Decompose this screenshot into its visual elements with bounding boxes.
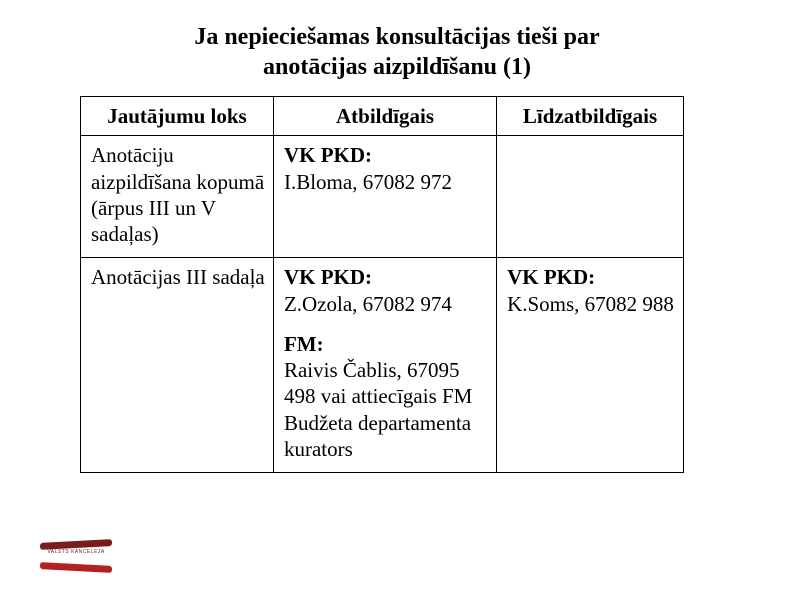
table-row: Anotāciju aizpildīšana kopumā (ārpus III…	[81, 136, 684, 258]
table-row: Anotācijas III sadaļa VK PKD: Z.Ozola, 6…	[81, 258, 684, 473]
contact-block: VK PKD: Z.Ozola, 67082 974	[284, 264, 488, 317]
table-header-row: Jautājumu loks Atbildīgais Līdzatbildīga…	[81, 97, 684, 136]
title-line-1: Ja nepieciešamas konsultācijas tieši par	[194, 24, 599, 50]
header-coresponsible: Līdzatbildīgais	[497, 97, 684, 136]
contact-block: FM: Raivis Čablis, 67095 498 vai attiecī…	[284, 331, 488, 462]
footer-logo: VALSTS KANCELEJA	[40, 541, 112, 571]
contact-org: VK PKD:	[284, 264, 488, 290]
logo-text: VALSTS KANCELEJA	[40, 549, 112, 555]
coresponsible-cell	[497, 136, 684, 258]
table-container: Jautājumu loks Atbildīgais Līdzatbildīga…	[0, 96, 794, 473]
page-title: Ja nepieciešamas konsultācijas tieši par…	[0, 0, 794, 96]
coresponsible-cell: VK PKD: K.Soms, 67082 988	[497, 258, 684, 473]
contact-detail: K.Soms, 67082 988	[507, 291, 675, 317]
responsible-cell: VK PKD: I.Bloma, 67082 972	[273, 136, 496, 258]
header-responsible: Atbildīgais	[273, 97, 496, 136]
header-topic: Jautājumu loks	[81, 97, 274, 136]
contact-org: VK PKD:	[284, 142, 488, 168]
contact-detail: Z.Ozola, 67082 974	[284, 291, 488, 317]
consultation-table: Jautājumu loks Atbildīgais Līdzatbildīga…	[80, 96, 684, 473]
logo-ribbon-bottom	[40, 562, 112, 573]
topic-cell: Anotāciju aizpildīšana kopumā (ārpus III…	[81, 136, 274, 258]
contact-org: FM:	[284, 331, 488, 357]
contact-block: VK PKD: K.Soms, 67082 988	[507, 264, 675, 317]
topic-cell: Anotācijas III sadaļa	[81, 258, 274, 473]
contact-detail: Raivis Čablis, 67095 498 vai attiecīgais…	[284, 357, 488, 462]
contact-block: VK PKD: I.Bloma, 67082 972	[284, 142, 488, 195]
contact-org: VK PKD:	[507, 264, 675, 290]
responsible-cell: VK PKD: Z.Ozola, 67082 974 FM: Raivis Ča…	[273, 258, 496, 473]
title-line-2: anotācijas aizpildīšanu (1)	[263, 54, 531, 80]
contact-detail: I.Bloma, 67082 972	[284, 169, 488, 195]
